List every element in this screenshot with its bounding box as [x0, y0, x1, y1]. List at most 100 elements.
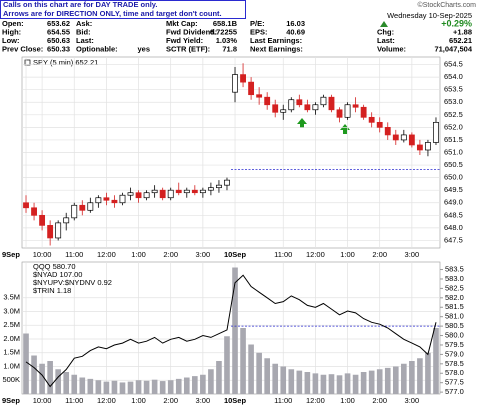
x-tick-label: 3:00: [405, 250, 420, 259]
volume-bar: [31, 355, 37, 394]
volume-bar: [401, 363, 407, 394]
up-indicator: [380, 21, 388, 27]
volume-bar: [352, 374, 359, 394]
volume-bar: [63, 372, 70, 394]
y-tick-label: 654.0: [444, 72, 463, 81]
candle-body: [392, 134, 399, 141]
volume-bar: [192, 376, 198, 394]
candle-body: [376, 121, 383, 128]
candle-body: [95, 197, 102, 204]
x-tick-label: 11:00: [65, 250, 83, 259]
direction-arrow: [340, 124, 350, 134]
volume-bar: [175, 378, 182, 394]
volume-bar: [336, 375, 343, 394]
volume-bar: [256, 352, 262, 394]
volume-bar: [264, 358, 270, 394]
volume-bar: [272, 363, 279, 394]
candle-body: [336, 109, 343, 118]
volume-bar: [232, 267, 238, 394]
volume-bar: [87, 378, 94, 394]
quote-label: Volume:: [377, 44, 406, 53]
candle-body: [111, 199, 118, 204]
candle-body: [264, 96, 271, 106]
candle-body: [47, 225, 54, 239]
x-tick-label: 9Sep: [2, 250, 20, 259]
quote-label: Bid:: [76, 27, 91, 36]
volume-bar: [183, 377, 190, 394]
quote-label: EPS:: [250, 27, 268, 36]
y-tick-label: 1.5M: [3, 348, 20, 357]
y-tick-label: 649.0: [444, 198, 463, 207]
x-tick-label: 3:00: [196, 250, 211, 259]
quote-value: +1.88: [453, 27, 472, 36]
y2-tick-label: 581.0: [445, 312, 464, 321]
quote-value: 658.1B: [213, 19, 238, 28]
volume-bar: [208, 369, 214, 394]
quote-value: 1.03%: [216, 36, 238, 45]
y2-tick-label: 582.0: [445, 293, 464, 302]
quote-value: 16.03: [286, 19, 305, 28]
y2-tick-label: 579.5: [445, 340, 464, 349]
overlay-label: $NYAD 107.00: [33, 270, 82, 279]
y-tick-label: 648.0: [444, 223, 463, 232]
y2-tick-label: 581.5: [445, 302, 464, 311]
candle-body: [344, 104, 351, 118]
volume-bar: [71, 374, 78, 394]
series-line: [25, 274, 437, 388]
candle-body: [87, 202, 94, 211]
quote-label: Fwd Yield:: [166, 36, 203, 45]
volume-bar: [127, 381, 134, 394]
candle-body: [256, 94, 263, 98]
y2-tick-label: 578.0: [445, 368, 464, 377]
y-tick-label: 651.5: [444, 135, 463, 144]
y2-tick-label: 583.5: [445, 265, 464, 274]
x-tick-label: 12:00: [306, 396, 325, 405]
volume-bar: [143, 380, 150, 394]
quote-label: P/E:: [250, 19, 265, 28]
candle-body: [127, 192, 134, 196]
volume-bar: [216, 361, 222, 394]
quote-value: yes: [137, 44, 150, 53]
notice-line: Calls on this chart are for DAY TRADE on…: [3, 0, 157, 9]
candle-body: [384, 127, 391, 136]
x-tick-label: 2:00: [163, 396, 178, 405]
quote-value: 654.55: [47, 27, 70, 36]
x-tick-label: 11:00: [274, 396, 292, 405]
quote-value: 650.33: [47, 44, 70, 53]
x-tick-label: 10Sep: [224, 250, 247, 259]
candle-body: [71, 204, 78, 219]
volume-bar: [288, 369, 295, 394]
candle-body: [135, 192, 142, 199]
volume-bar: [360, 372, 367, 394]
y-tick-label: 653.0: [444, 97, 463, 106]
quote-label: Chg:: [377, 27, 394, 36]
x-tick-label: 2:00: [372, 250, 387, 259]
volume-bar: [151, 379, 158, 394]
candle-body: [368, 116, 375, 123]
volume-bar: [384, 367, 391, 394]
volume-bar: [55, 369, 61, 394]
volume-bar: [392, 366, 399, 394]
candle-body: [272, 104, 279, 113]
quote-label: Low:: [2, 36, 20, 45]
candle-body: [408, 134, 415, 146]
volume-bar: [368, 370, 375, 394]
candle-body: [232, 74, 238, 93]
x-tick-label: 12:00: [97, 250, 116, 259]
candle-body: [175, 189, 182, 194]
candle-body: [280, 109, 287, 113]
volume-bar: [39, 363, 45, 394]
candle-body: [352, 104, 359, 108]
candle-body: [425, 142, 431, 151]
y2-tick-label: 580.5: [445, 321, 464, 330]
quote-label: Optionable:: [76, 44, 118, 53]
y2-tick-label: 580.0: [445, 331, 464, 340]
y-tick-label: 650.0: [444, 173, 463, 182]
y-tick-label: 651.0: [444, 147, 463, 156]
candle-body: [199, 189, 206, 194]
candle-body: [328, 96, 335, 111]
volume-bar: [409, 361, 415, 394]
x-tick-label: 2:00: [163, 250, 178, 259]
y-tick-label: 2.0M: [3, 334, 20, 343]
